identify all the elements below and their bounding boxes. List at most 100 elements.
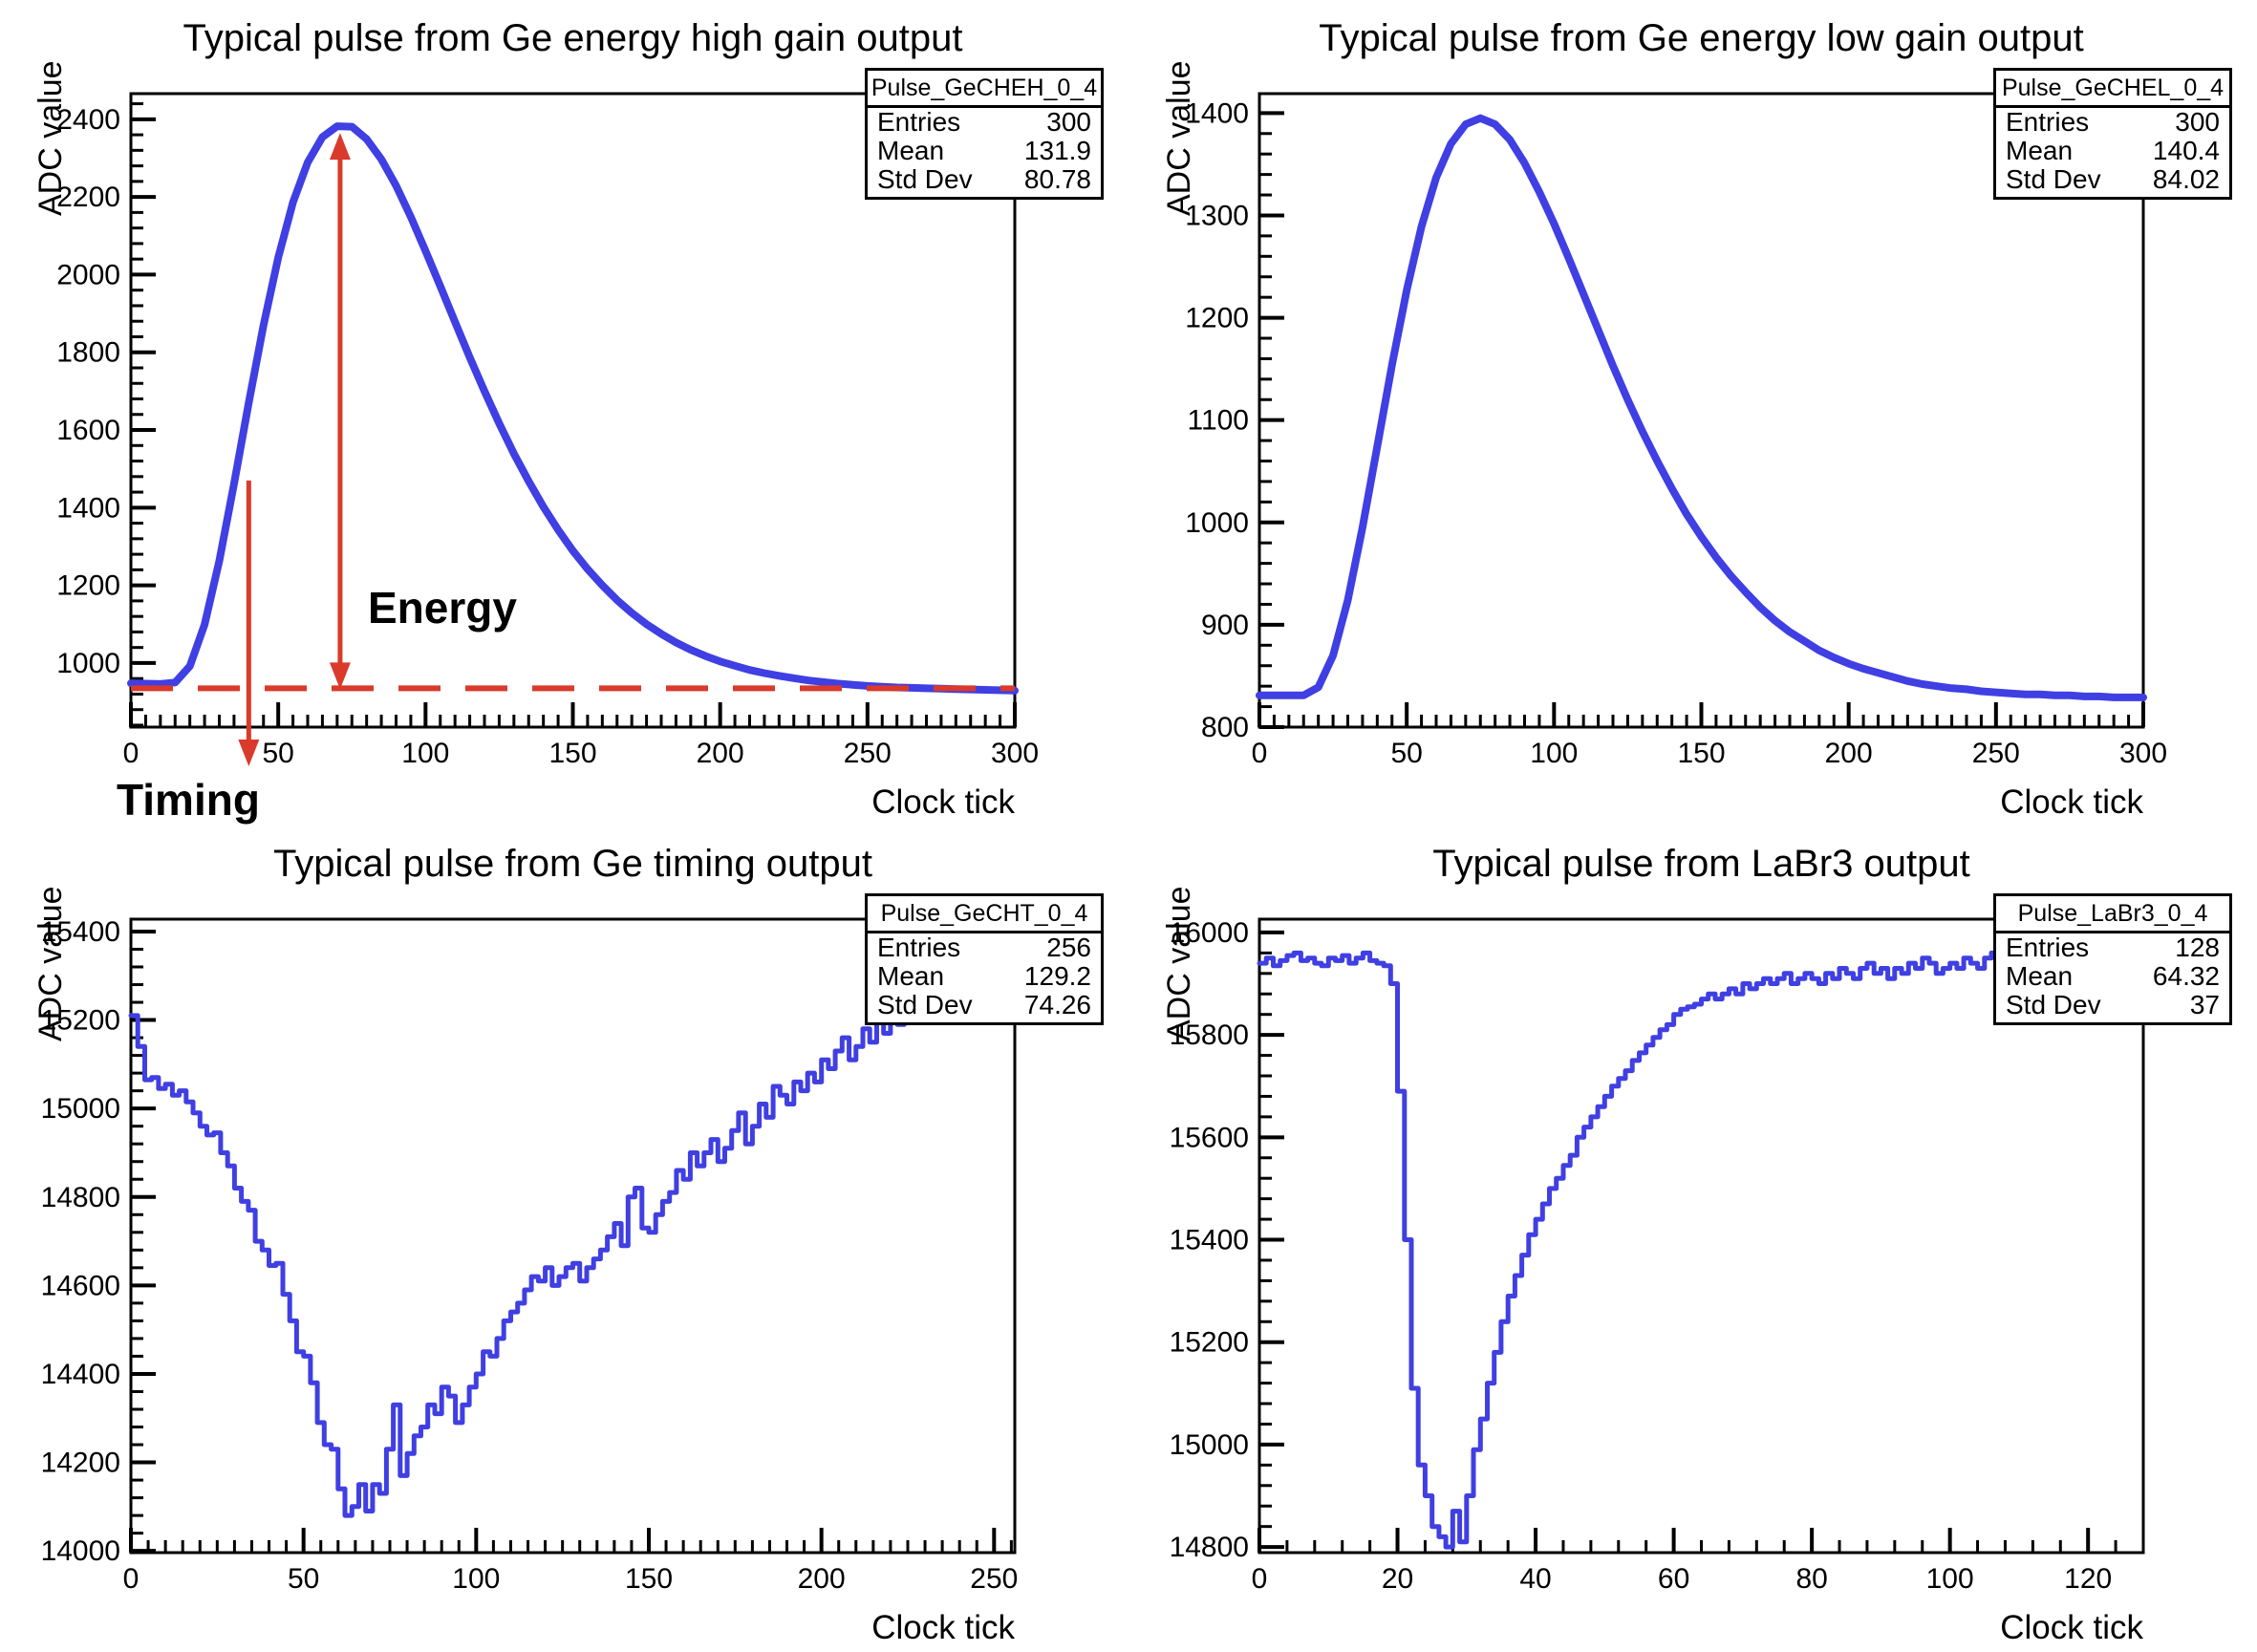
timing-arrowhead (238, 740, 260, 766)
y-axis-title: ADC value (32, 60, 69, 216)
stats-rows: Entries 256 Mean 129.2 Std Dev 74.26 (868, 933, 1101, 1019)
stats-histogram-name: Pulse_GeCHEL_0_4 (1996, 71, 2229, 108)
x-tick-label: 40 (1519, 1563, 1551, 1595)
y-tick-label: 1600 (56, 415, 120, 446)
x-axis-title: Clock tick (871, 783, 1015, 821)
panel-labr3: 0 20 40 60 80 100 120 14800 15000 15200 15400 15600… (1128, 826, 2257, 1652)
energy-label: Energy (368, 583, 517, 633)
stat-row: Mean 129.2 (877, 962, 1091, 991)
stats-histogram-name: Pulse_LaBr3_0_4 (1996, 896, 2229, 933)
stat-row: Std Dev 37 (2006, 991, 2220, 1019)
y-tick-label: 16000 (1170, 917, 1249, 949)
x-tick-label: 100 (452, 1563, 500, 1595)
x-tick-label: 150 (548, 738, 596, 769)
stat-value: 128 (2175, 933, 2220, 962)
x-axis-title: Clock tick (871, 1609, 1015, 1646)
ge-timing-plot: 0 50 100 150 200 250 14000 14200 14400 14600 14800… (32, 886, 1018, 1646)
stat-label: Entries (2006, 107, 2090, 137)
stat-label: Std Dev (877, 164, 973, 194)
y-tick-label: 1400 (56, 492, 120, 524)
y-axis-title: ADC value (1161, 886, 1197, 1041)
stat-row: Std Dev 84.02 (2006, 165, 2220, 194)
y-tick-label: 2400 (56, 104, 120, 136)
pulse-waveform (127, 122, 1019, 695)
stat-row: Entries 300 (2006, 108, 2220, 137)
plot-frame (129, 917, 1017, 1555)
stat-label: Mean (2006, 136, 2074, 165)
x-tick-label: 0 (1252, 1563, 1268, 1595)
x-tick-label: 0 (123, 738, 140, 769)
stats-histogram-name: Pulse_GeCHEH_0_4 (868, 71, 1101, 108)
stat-row: Entries 300 (877, 108, 1091, 137)
x-tick-label: 250 (1972, 738, 2020, 769)
ge-energy-low-gain-plot: 0 50 100 150 200 250 300 800 900 1000 1100 1200 1300… (1161, 60, 2167, 821)
stat-label: Mean (877, 136, 945, 165)
y-tick-label: 2000 (56, 259, 120, 290)
x-tick-label: 150 (1677, 738, 1725, 769)
x-tick-label: 100 (401, 738, 449, 769)
y-tick-label: 15400 (1170, 1225, 1249, 1256)
stat-label: Entries (877, 933, 961, 962)
y-axis-title: ADC value (1161, 60, 1197, 216)
energy-arrowhead-top (329, 133, 351, 161)
y-tick-label: 1100 (1187, 405, 1249, 437)
y-axis-title: ADC value (32, 886, 69, 1041)
x-tick-label: 100 (1530, 738, 1578, 769)
stat-value: 300 (2175, 107, 2220, 137)
x-tick-label: 150 (625, 1563, 673, 1595)
y-tick-label: 15600 (1170, 1122, 1249, 1153)
y-tick-label: 900 (1201, 610, 1249, 641)
y-tick-label: 1000 (1185, 507, 1249, 539)
stat-label: Std Dev (2006, 990, 2101, 1019)
x-tick-label: 20 (1382, 1563, 1413, 1595)
stat-label: Std Dev (2006, 164, 2101, 194)
panel-title: Typical pulse from Ge energy low gain ou… (1319, 17, 2084, 59)
x-tick-label: 200 (798, 1563, 846, 1595)
stat-label: Std Dev (877, 990, 973, 1019)
y-tick-label: 15000 (41, 1093, 120, 1125)
y-tick-label: 14800 (1170, 1532, 1249, 1563)
y-tick-label: 1000 (56, 648, 120, 679)
stat-row: Std Dev 80.78 (877, 165, 1091, 194)
y-tick-label: 1200 (56, 570, 120, 602)
y-tick-label: 14200 (41, 1448, 120, 1479)
x-tick-label: 60 (1658, 1563, 1689, 1595)
timing-label: Timing (117, 775, 260, 825)
stats-box: Pulse_GeCHEL_0_4 Entries 300 Mean 140.4 St… (1993, 68, 2232, 200)
pulse-waveform (1256, 114, 2147, 701)
stats-box: Pulse_GeCHEH_0_4 Entries 300 Mean 131.9 St… (865, 68, 1104, 200)
y-tick-label: 1200 (1185, 303, 1249, 334)
x-tick-label: 50 (1390, 738, 1422, 769)
y-tick-label: 14000 (41, 1535, 120, 1567)
stat-row: Entries 256 (877, 933, 1091, 962)
x-axis-title: Clock tick (2000, 783, 2143, 821)
stat-row: Mean 140.4 (2006, 137, 2220, 165)
stat-label: Entries (2006, 933, 2090, 962)
ge-energy-high-gain-plot: 0 50 100 150 200 250 300 1000 1200 1400 1600 1800 20… (32, 60, 1039, 825)
panel-title: Typical pulse from Ge timing output (273, 843, 872, 885)
pulse-waveform (128, 995, 921, 1518)
stats-rows: Entries 300 Mean 131.9 Std Dev 80.78 (868, 108, 1101, 194)
stat-row: Std Dev 74.26 (877, 991, 1091, 1019)
x-tick-label: 0 (123, 1563, 140, 1595)
stats-histogram-name: Pulse_GeCHT_0_4 (868, 896, 1101, 933)
x-tick-label: 120 (2064, 1563, 2112, 1595)
y-tick-label: 15200 (1170, 1327, 1249, 1359)
panel-ge-energy-low-gain: 0 50 100 150 200 250 300 800 900 1000 1100 1200 1300… (1128, 0, 2257, 826)
stat-label: Mean (2006, 961, 2074, 991)
stat-value: 256 (1046, 933, 1091, 962)
y-tick-label: 2200 (56, 182, 120, 213)
stat-label: Entries (877, 107, 961, 137)
stats-box: Pulse_LaBr3_0_4 Entries 128 Mean 64.32 Std… (1993, 893, 2232, 1025)
y-tick-label: 1800 (56, 337, 120, 369)
x-tick-label: 200 (697, 738, 744, 769)
x-tick-label: 300 (991, 738, 1039, 769)
x-tick-label: 250 (970, 1563, 1018, 1595)
x-tick-label: 0 (1252, 738, 1268, 769)
stat-value: 300 (1046, 107, 1091, 137)
stat-value: 131.9 (1023, 136, 1091, 165)
panel-title: Typical pulse from Ge energy high gain o… (183, 17, 963, 59)
x-tick-label: 300 (2119, 738, 2167, 769)
stat-row: Mean 131.9 (877, 137, 1091, 165)
